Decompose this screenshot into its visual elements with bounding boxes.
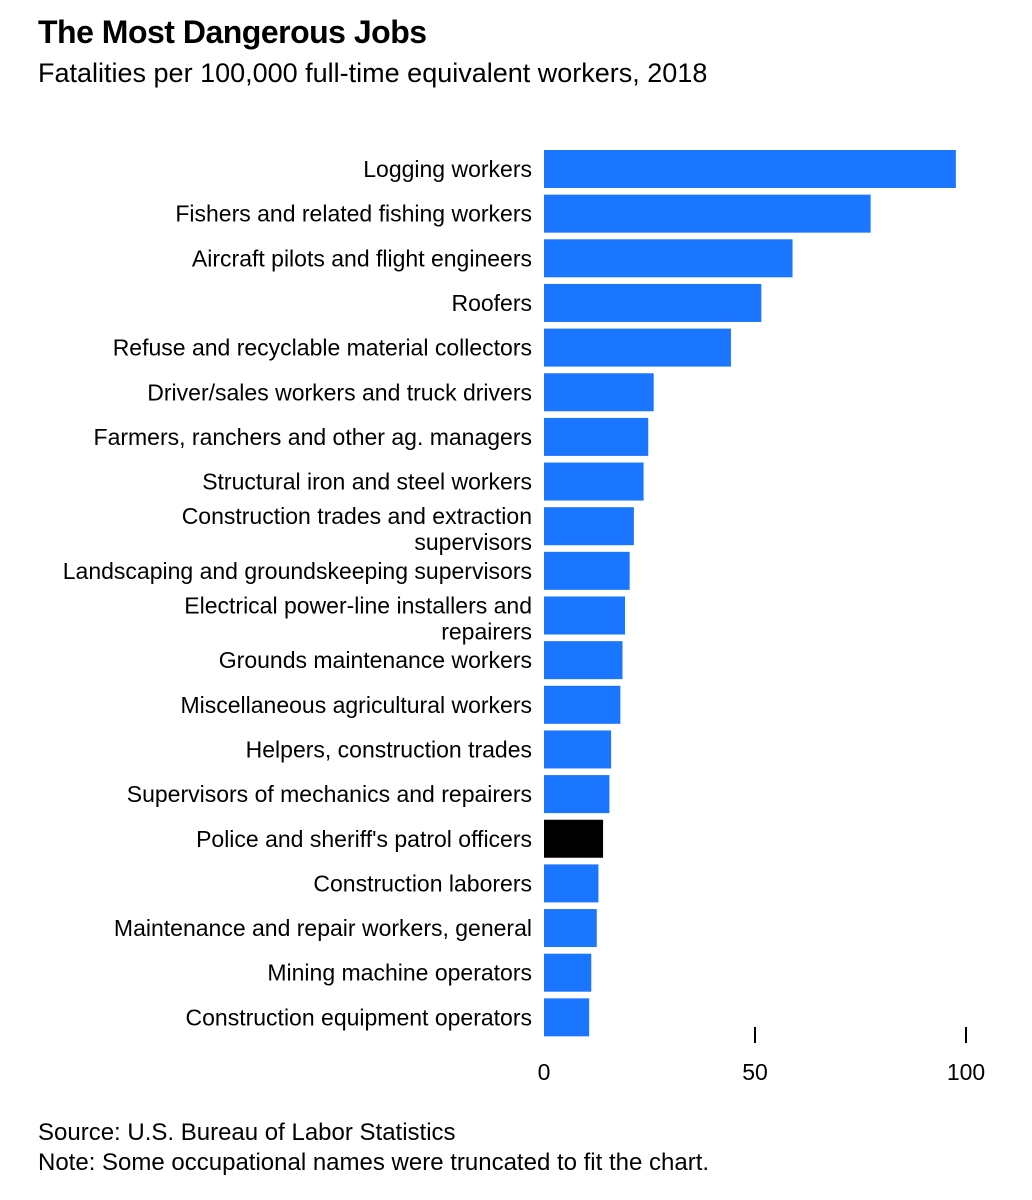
bar-11 — [544, 596, 626, 635]
bar-7 — [544, 417, 649, 456]
category-label-13: Miscellaneous agricultural workers — [180, 692, 532, 718]
bar-3 — [544, 239, 793, 278]
source-note: Source: U.S. Bureau of Labor Statistics — [38, 1119, 456, 1146]
category-label-6: Driver/sales workers and truck drivers — [147, 379, 532, 405]
bar-8 — [544, 462, 644, 501]
bar-13 — [544, 685, 621, 724]
bar-1 — [544, 150, 956, 188]
category-label-8: Structural iron and steel workers — [202, 469, 532, 495]
bar-17 — [544, 864, 599, 903]
truncation-note: Note: Some occupational names were trunc… — [38, 1149, 710, 1176]
bar-5 — [544, 328, 731, 367]
x-tick-label-3: 100 — [947, 1059, 985, 1085]
category-label-7: Farmers, ranchers and other ag. managers — [94, 424, 532, 450]
x-tick-label-2: 50 — [742, 1059, 768, 1085]
bar-12 — [544, 641, 623, 680]
bar-15 — [544, 775, 610, 814]
category-label-20: Construction equipment operators — [186, 1004, 532, 1030]
category-label-9: Construction trades and extraction superv… — [182, 503, 532, 555]
category-label-5: Refuse and recyclable material collector… — [113, 335, 532, 361]
category-labels: Logging workers Fishers and related fishi… — [63, 156, 532, 1030]
bar-2 — [544, 194, 871, 233]
bar-6 — [544, 373, 654, 412]
category-label-1: Logging workers — [363, 156, 532, 182]
bar-19 — [544, 953, 592, 992]
chart-title: The Most Dangerous Jobs — [38, 14, 427, 50]
category-label-18: Maintenance and repair workers, general — [114, 915, 532, 941]
bar-20 — [544, 998, 590, 1037]
category-label-10: Landscaping and groundskeeping superviso… — [63, 558, 532, 584]
x-tick-label-1: 0 — [538, 1059, 551, 1085]
category-label-16: Police and sheriff's patrol officers — [196, 826, 532, 852]
category-label-2: Fishers and related fishing workers — [175, 201, 532, 227]
category-label-11: Electrical power-line installers and repa… — [184, 593, 532, 645]
bar-9 — [544, 507, 634, 546]
bars-layer — [544, 150, 956, 1037]
bar-14 — [544, 730, 612, 769]
category-label-19: Mining machine operators — [267, 960, 532, 986]
chart-subtitle: Fatalities per 100,000 full-time equival… — [38, 58, 708, 88]
category-label-14: Helpers, construction trades — [246, 736, 532, 762]
category-label-12: Grounds maintenance workers — [219, 647, 532, 673]
bar-10 — [544, 551, 630, 590]
category-label-3: Aircraft pilots and flight engineers — [192, 245, 532, 271]
bar-16 — [544, 819, 604, 858]
x-axis: 0 50 100 — [538, 1027, 985, 1085]
category-label-4: Roofers — [451, 290, 532, 316]
category-label-15: Supervisors of mechanics and repairers — [127, 781, 532, 807]
bar-4 — [544, 283, 762, 322]
category-label-17: Construction laborers — [313, 870, 532, 896]
bar-18 — [544, 909, 597, 948]
